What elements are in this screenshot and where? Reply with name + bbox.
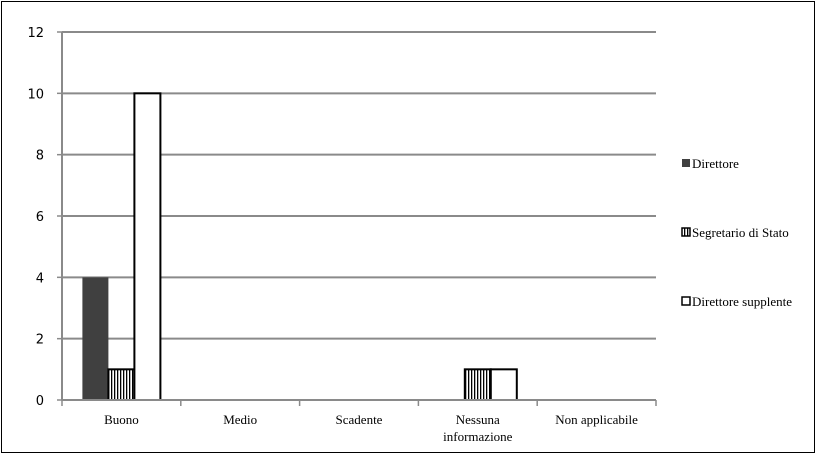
y-tick-label: 10 xyxy=(27,87,44,102)
x-category-label: Scadente xyxy=(336,412,383,427)
bar xyxy=(133,92,162,401)
x-category-label: Buono xyxy=(104,412,139,427)
y-tick-label: 8 xyxy=(36,149,44,164)
y-tick-label: 12 xyxy=(27,26,44,41)
legend-label: Segretario di Stato xyxy=(692,225,789,240)
y-tick-label: 2 xyxy=(36,333,44,348)
y-tick-label: 4 xyxy=(36,271,44,286)
legend-label: Direttore supplente xyxy=(692,294,792,309)
y-tick-label: 0 xyxy=(36,394,44,409)
bar xyxy=(107,368,136,402)
x-category-label: Medio xyxy=(223,412,257,427)
legend-swatch xyxy=(681,227,691,237)
legend-swatch xyxy=(682,159,690,167)
bar xyxy=(82,277,109,400)
legend-label: Direttore xyxy=(692,156,739,171)
y-tick-label: 6 xyxy=(36,210,44,225)
x-category-label: Non applicabile xyxy=(555,412,638,427)
x-category-label: Nessuna informazione xyxy=(443,412,513,444)
legend-swatch xyxy=(681,296,691,306)
bar xyxy=(463,368,492,402)
bar xyxy=(489,368,518,402)
